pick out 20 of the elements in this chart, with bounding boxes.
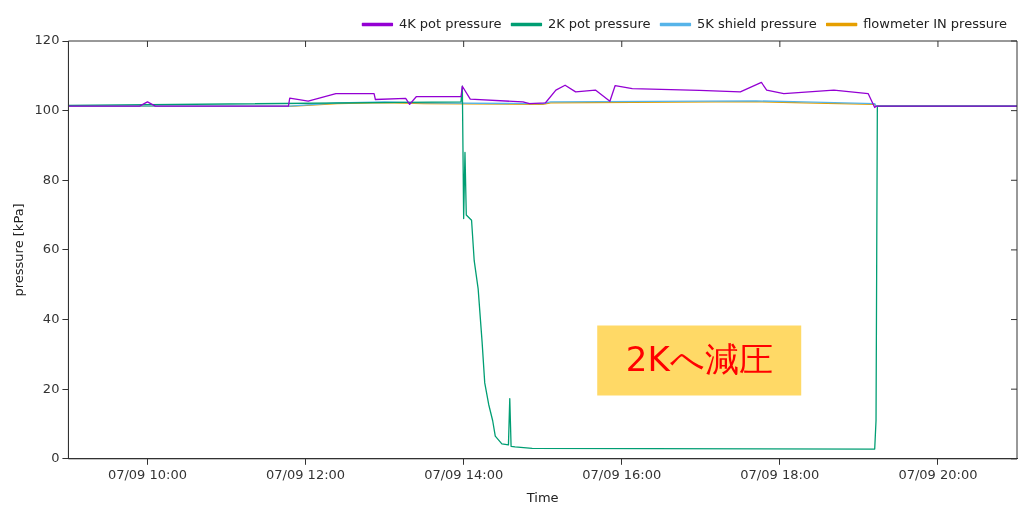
- x-tick-label: 07/09 18:00: [740, 466, 820, 482]
- y-tick-label: 60: [42, 241, 60, 257]
- annotation: 2Kへ減圧: [625, 339, 773, 380]
- y-tick-label: 100: [34, 102, 60, 118]
- y-tick-label: 20: [42, 380, 60, 396]
- x-tick-label: 07/09 20:00: [898, 466, 978, 482]
- y-axis-title: pressure [kPa]: [11, 203, 27, 297]
- x-tick-label: 07/09 16:00: [582, 466, 662, 482]
- legend-label: 4K pot pressure: [398, 15, 502, 31]
- y-tick-label: 120: [34, 32, 60, 48]
- y-tick-label: 40: [42, 310, 60, 326]
- x-axis-title: Time: [525, 489, 559, 505]
- y-tick-label: 80: [42, 171, 60, 187]
- legend-label: flowmeter IN pressure: [863, 15, 1008, 31]
- legend-label: 5K shield pressure: [696, 15, 817, 31]
- x-tick-label: 07/09 10:00: [107, 466, 187, 482]
- legend-label: 2K pot pressure: [547, 15, 651, 31]
- x-tick-label: 07/09 14:00: [424, 466, 504, 482]
- x-tick-label: 07/09 12:00: [266, 466, 346, 482]
- y-tick-label: 0: [51, 450, 60, 466]
